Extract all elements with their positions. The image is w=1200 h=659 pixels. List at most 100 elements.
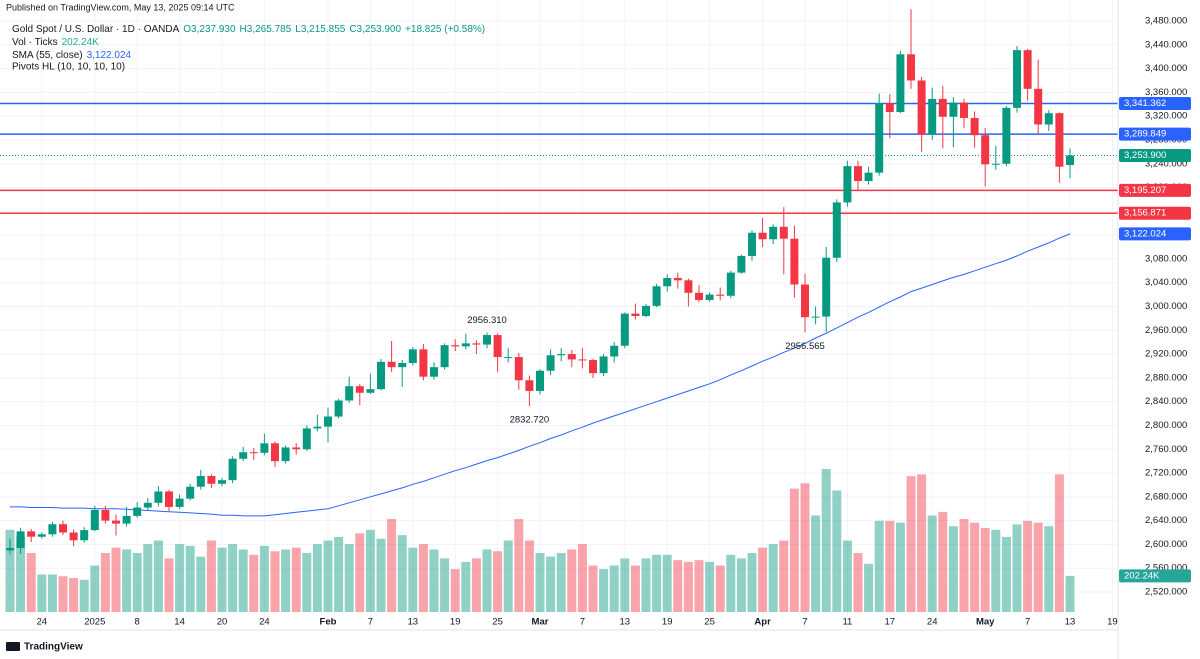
volume-bar — [132, 553, 142, 612]
candle-body — [419, 349, 428, 377]
candle-body — [249, 452, 258, 454]
volume-bar — [503, 540, 513, 612]
x-tick-label: 13 — [408, 617, 419, 628]
volume-bar — [1012, 524, 1022, 612]
volume-bar — [1065, 575, 1075, 612]
candle-body — [758, 232, 767, 240]
volume-bar — [1044, 526, 1054, 612]
volume-bar — [758, 547, 768, 612]
price-label: 3,289.849 — [1124, 129, 1166, 140]
x-tick-label: 13 — [620, 617, 631, 628]
volume-bar — [927, 515, 937, 612]
volume-bar — [715, 565, 725, 612]
candle-body — [302, 428, 311, 450]
brand: TradingView — [24, 642, 83, 653]
volume-bar — [779, 540, 789, 612]
candle-body — [695, 292, 703, 300]
volume-bar — [69, 578, 79, 612]
candle-body — [59, 524, 67, 533]
candle-body — [642, 305, 650, 317]
candle-body — [652, 286, 661, 306]
levels — [0, 102, 1118, 517]
volume-bar — [259, 545, 269, 612]
candle-body — [451, 345, 460, 347]
y-tick-label: 2,600.000 — [1145, 539, 1187, 550]
volume-bar — [768, 544, 778, 612]
volume-bar — [991, 529, 1001, 612]
volume-bar — [577, 544, 587, 612]
legend-title: Gold Spot / U.S. Dollar · 1D · OANDA O3,2… — [12, 24, 485, 35]
candle-body — [165, 491, 173, 507]
candle-body — [822, 257, 831, 317]
price-label-box — [1119, 183, 1191, 197]
price-label-box — [1119, 127, 1191, 141]
candle-body — [610, 345, 619, 357]
volume-bar — [514, 519, 524, 612]
volume-bar — [853, 553, 863, 612]
price-label: 3,341.362 — [1124, 98, 1166, 109]
close: C3,253.900 — [349, 24, 401, 35]
volume-bar — [228, 544, 238, 612]
volume-bar — [948, 526, 958, 612]
candle-body — [313, 426, 322, 429]
candle-body — [620, 313, 629, 346]
volume-bar — [705, 561, 715, 612]
x-tick-label: 2025 — [84, 617, 105, 628]
candle-body — [112, 520, 120, 524]
x-tick-label: Mar — [532, 617, 549, 628]
candle-body — [875, 103, 884, 173]
volume-bar — [599, 569, 609, 612]
candle-body — [843, 166, 852, 203]
published: Published on TradingView.com, May 13, 20… — [6, 2, 235, 12]
candle-body — [949, 102, 958, 117]
high: H3,265.785 — [240, 24, 292, 35]
candle-body — [726, 272, 735, 296]
x-tick-label: May — [976, 617, 995, 628]
candle-body — [334, 400, 343, 417]
volume-bar — [694, 560, 704, 612]
candle-body — [281, 447, 290, 462]
candle-body — [1013, 50, 1021, 108]
candle-body — [525, 380, 534, 391]
x-tick-label: 20 — [217, 617, 228, 628]
x-tick-label: 11 — [842, 617, 852, 628]
x-tick-label: 17 — [885, 617, 896, 628]
candle-body — [408, 349, 417, 364]
candle-body — [1044, 113, 1053, 125]
candle-body — [90, 509, 99, 531]
candle-body — [218, 480, 226, 484]
volume-bar — [153, 540, 163, 612]
candle-body — [960, 102, 968, 118]
open: O3,237.930 — [183, 24, 236, 35]
y-tick-label: 3,040.000 — [1145, 277, 1187, 288]
candle-body — [811, 316, 820, 318]
x-tick-label: Apr — [754, 617, 771, 628]
candle-body — [1055, 113, 1064, 167]
volume-bar — [609, 565, 619, 612]
volume-bar — [461, 561, 471, 612]
candle-body — [186, 486, 195, 499]
volume-bar — [662, 554, 672, 612]
volume-bar — [100, 553, 110, 612]
volume-bar — [365, 529, 375, 612]
candle-body — [37, 534, 46, 537]
volume-bar — [800, 483, 810, 612]
price-label-box — [1119, 227, 1191, 241]
x-tick-label: 8 — [135, 617, 140, 628]
y-tick-label: 3,400.000 — [1145, 63, 1187, 74]
volume-bar — [376, 538, 386, 612]
volume-bar — [302, 553, 312, 612]
sma-value: 3,122.024 — [87, 50, 132, 61]
volume-bar — [206, 540, 216, 612]
volume-bar — [1054, 474, 1064, 612]
volume-bar — [747, 553, 757, 612]
volume-bar — [683, 561, 693, 612]
low: L3,215.855 — [295, 24, 345, 35]
candle-body — [27, 531, 36, 537]
candle-body — [779, 226, 788, 239]
x-tick-label: 25 — [492, 617, 503, 628]
volume-bar — [959, 519, 969, 612]
candle-body — [684, 280, 693, 293]
